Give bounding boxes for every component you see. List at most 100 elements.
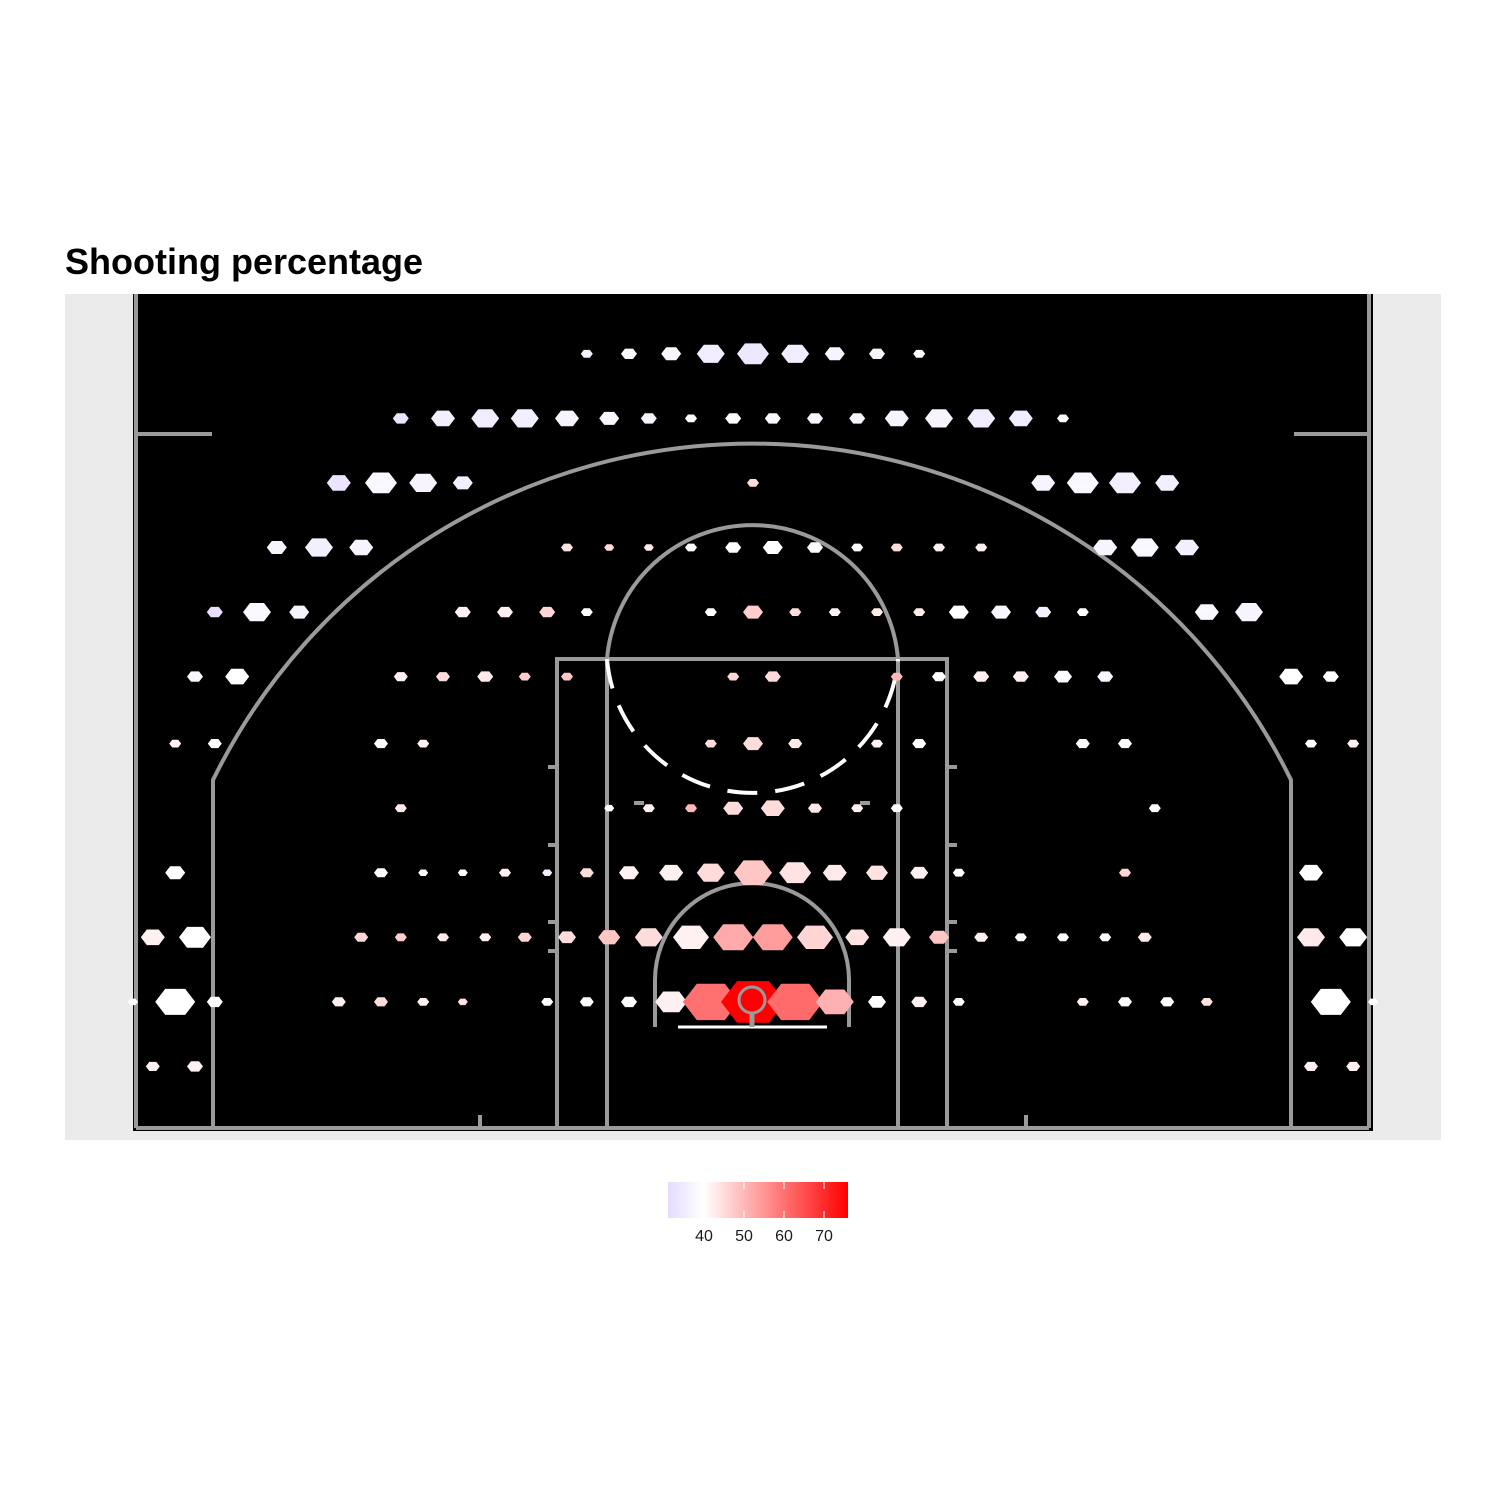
hex-bin: [580, 608, 593, 616]
hex-bin: [1031, 475, 1056, 491]
hex-bin: [721, 981, 785, 1023]
hex-bin: [869, 348, 885, 359]
hex-bin: [764, 413, 781, 424]
hex-bin: [685, 414, 697, 423]
hex-bin: [659, 864, 684, 881]
hex-bin: [743, 737, 763, 751]
three-point-arc: [211, 441, 1293, 1128]
legend-tick-label: 60: [775, 1228, 793, 1245]
hex-bin: [409, 473, 438, 492]
hex-bin: [737, 343, 769, 365]
hex-bin: [497, 606, 513, 618]
hex-bin: [933, 543, 945, 552]
hex-bin: [517, 932, 532, 942]
hex-bin: [1346, 1061, 1361, 1071]
hex-bin: [479, 933, 492, 942]
hex-bin: [155, 988, 196, 1015]
hex-bin: [743, 605, 763, 619]
hex-bin: [1076, 608, 1089, 616]
hex-bin: [807, 542, 823, 553]
hex-bin: [723, 801, 744, 815]
hex-bin: [1054, 670, 1072, 683]
hex-bin: [579, 997, 594, 1007]
hex-bin: [871, 608, 883, 616]
hex-bin: [851, 804, 864, 813]
hex-bin: [952, 998, 965, 1006]
hex-bin: [828, 608, 841, 616]
hex-bin: [555, 410, 579, 427]
hex-bin: [349, 539, 374, 556]
hex-bin: [243, 603, 271, 622]
hex-bin: [1008, 410, 1033, 427]
hex-bin: [1118, 997, 1132, 1007]
hex-bin: [932, 672, 946, 682]
hex-bin: [431, 410, 455, 427]
hex-bin: [326, 475, 351, 491]
hex-bin: [1304, 1061, 1318, 1071]
hex-bin: [952, 868, 965, 877]
hex-bin: [542, 869, 553, 876]
hex-bin: [890, 804, 903, 813]
hex-bin: [655, 991, 688, 1013]
hex-bin: [764, 671, 781, 682]
hex-bin: [599, 411, 620, 425]
hex-bin: [704, 739, 717, 748]
hex-bin: [1137, 932, 1152, 942]
hoop: [678, 985, 827, 1029]
hex-bin: [661, 347, 682, 361]
hex-bin: [1339, 928, 1368, 947]
hex-bin: [289, 605, 310, 619]
hex-bin: [685, 804, 697, 813]
hex-bin: [561, 543, 573, 552]
hex-bin: [910, 866, 929, 879]
hex-bin: [1148, 804, 1161, 813]
hex-bin: [685, 543, 697, 552]
hex-bin: [882, 928, 911, 947]
hex-bin: [1175, 539, 1199, 556]
hex-bin: [808, 803, 822, 813]
hex-bin: [975, 543, 988, 552]
legend-ticks: 40 50 60 70: [695, 1182, 833, 1245]
hex-bin: [374, 739, 388, 749]
hex-bin: [140, 929, 165, 946]
hex-bin: [604, 544, 615, 551]
hex-bin: [539, 606, 556, 618]
hex-bin: [1109, 472, 1141, 494]
hex-bin: [457, 998, 468, 1006]
hex-bin: [1118, 739, 1132, 749]
legend-tick-label: 70: [815, 1228, 833, 1245]
hex-bin: [911, 996, 928, 1008]
hex-bin: [991, 605, 1011, 619]
hex-bin: [1130, 538, 1159, 557]
hex-bin: [912, 739, 927, 749]
hex-bin: [187, 1061, 203, 1072]
hex-bin: [781, 344, 810, 363]
hex-bin: [640, 413, 657, 424]
hex-bin: [704, 608, 717, 616]
hex-bin: [393, 672, 408, 682]
hex-bin: [871, 739, 883, 748]
hex-bin: [1057, 933, 1069, 942]
legend-tick-label: 40: [695, 1228, 713, 1245]
free-throw-circle-top: [605, 523, 900, 660]
hex-bin: [541, 998, 554, 1006]
hex-bin: [1057, 414, 1069, 423]
hex-bin: [1093, 539, 1118, 556]
hex-bin: [207, 739, 222, 749]
hex-bin: [788, 739, 803, 749]
hex-bin: [621, 996, 637, 1008]
hex-bin: [394, 804, 407, 813]
hex-bin: [1119, 868, 1131, 877]
hex-bin: [973, 671, 990, 682]
hex-bin: [866, 865, 888, 880]
hex-bin: [518, 672, 531, 681]
hex-bin: [436, 672, 450, 682]
hex-bin: [797, 925, 833, 949]
hex-bin: [1076, 998, 1089, 1006]
hex-bin: [417, 739, 430, 748]
hex-bin: [762, 541, 783, 554]
hex-bin: [187, 671, 203, 682]
hex-bin: [1279, 668, 1304, 685]
hex-bin: [1066, 472, 1099, 494]
hex-bin: [471, 409, 500, 428]
